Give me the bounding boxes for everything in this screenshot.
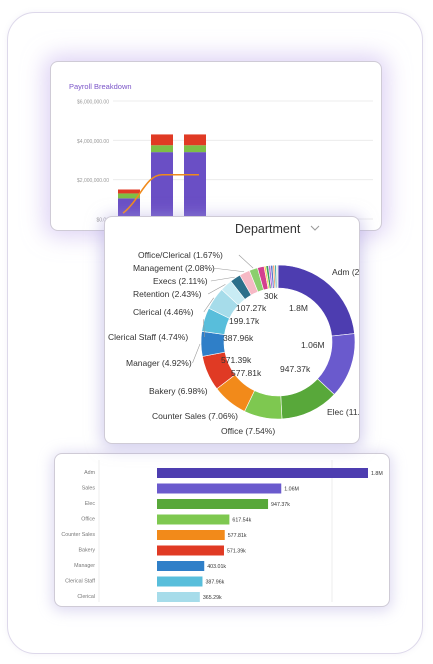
- donut-category-label: Clerical (4.46%): [133, 307, 194, 317]
- leader-line: [192, 343, 201, 364]
- horizontal-bar: [157, 576, 203, 587]
- bar-category-label: Clerical Staff: [65, 579, 95, 585]
- donut-slice: [276, 264, 279, 289]
- y-tick-label: $6,000,000.00: [77, 100, 109, 106]
- y-tick-label: $2,000,000.00: [77, 178, 109, 184]
- donut-category-label: Elec (11.5: [327, 407, 359, 417]
- department-bars-card: Adm 1.8M Sales 1.06M Elec 947.37k Office 617.54…: [54, 453, 390, 607]
- department-bar-chart: Adm 1.8M Sales 1.06M Elec 947.37k Office 617.54…: [61, 460, 383, 602]
- bar-value-label: 577.81k: [228, 533, 247, 539]
- horizontal-bar: [157, 561, 205, 571]
- bar-value-label: 1.8M: [371, 471, 383, 477]
- bar-value-label: 571.39k: [227, 549, 246, 555]
- donut-value-label: 387.96k: [223, 333, 254, 343]
- horizontal-bar: [157, 499, 269, 509]
- horizontal-bar: [157, 483, 282, 494]
- donut-category-label: Retention (2.43%): [133, 289, 202, 299]
- payroll-bar-segment: [118, 189, 140, 194]
- donut-value-label: 1.06M: [301, 340, 325, 350]
- chevron-down-icon[interactable]: [310, 225, 320, 231]
- bar-category-label: Office: [81, 517, 95, 523]
- leader-line: [238, 254, 254, 269]
- horizontal-bar: [157, 468, 368, 478]
- payroll-breakdown-card: Payroll Breakdown $6,000,000.00 $4,000,00…: [50, 61, 382, 231]
- bar-category-label: Clerical: [77, 594, 95, 600]
- bar-category-label: Adm: [84, 470, 95, 476]
- donut-category-label: Manager (4.92%): [126, 358, 192, 368]
- donut-value-label: 30k: [264, 291, 278, 301]
- payroll-bar-segment: [151, 145, 173, 153]
- leader-line: [207, 284, 226, 295]
- donut-value-label: 199.17k: [229, 316, 260, 326]
- donut-category-label: Clerical Staff (4.74%): [108, 332, 188, 342]
- payroll-trend-line: [122, 173, 199, 214]
- donut-category-label: Adm (2: [332, 267, 359, 277]
- bar-value-label: 617.54k: [232, 518, 251, 524]
- horizontal-bar: [157, 514, 230, 525]
- donut-category-label: Counter Sales (7.06%): [152, 411, 238, 421]
- leader-line: [203, 319, 205, 338]
- donut-category-label: Bakery (6.98%): [149, 386, 208, 396]
- donut-value-label: 577.81k: [231, 368, 262, 378]
- payroll-bar-segment: [118, 193, 140, 199]
- horizontal-bar: [157, 592, 200, 602]
- horizontal-bar: [157, 530, 225, 540]
- payroll-title: Payroll Breakdown: [69, 82, 132, 91]
- donut-category-label: Execs (2.11%): [153, 276, 208, 286]
- bar-category-label: Bakery: [79, 548, 96, 554]
- payroll-bar-segment: [184, 145, 206, 153]
- leader-line: [212, 267, 245, 273]
- leader-line: [203, 297, 214, 313]
- donut-category-label: Office (7.54%): [221, 426, 275, 436]
- payroll-bar-segment: [184, 134, 206, 146]
- payroll-breakdown-chart: Payroll Breakdown $6,000,000.00 $4,000,00…: [69, 82, 373, 224]
- bar-value-label: 387.96k: [205, 580, 224, 586]
- donut-value-label: 1.8M: [289, 303, 308, 313]
- bar-category-label: Manager: [74, 563, 95, 569]
- department-donut-chart: Department 1.8M 1.06M 947.37k 577.81k 571.39…: [108, 222, 359, 436]
- donut-category-label: Office/Clerical (1.67%): [138, 250, 223, 260]
- horizontal-bar: [157, 545, 224, 556]
- donut-value-label: 107.27k: [236, 303, 267, 313]
- donut-value-label: 947.37k: [280, 364, 311, 374]
- payroll-bar-segment: [184, 152, 206, 219]
- donut-category-label: Management (2.08%): [133, 263, 215, 273]
- bar-category-label: Elec: [85, 501, 96, 507]
- department-card: Department 1.8M 1.06M 947.37k 577.81k 571.39…: [104, 216, 360, 444]
- payroll-bar-segment: [151, 152, 173, 219]
- bar-value-label: 1.06M: [284, 487, 299, 493]
- bar-value-label: 947.37k: [271, 502, 290, 508]
- bar-value-label: 365.29k: [203, 595, 222, 601]
- payroll-bar-segment: [118, 198, 140, 219]
- department-title[interactable]: Department: [235, 222, 301, 236]
- donut-value-label: 571.39k: [221, 355, 252, 365]
- bar-category-label: Sales: [82, 486, 96, 492]
- leader-line: [210, 276, 235, 282]
- bar-value-label: 403.01k: [207, 564, 226, 570]
- y-tick-label: $4,000,000.00: [77, 139, 109, 145]
- bar-category-label: Counter Sales: [61, 532, 95, 538]
- y-tick-label: $0.00: [96, 218, 109, 224]
- payroll-bar-segment: [151, 134, 173, 146]
